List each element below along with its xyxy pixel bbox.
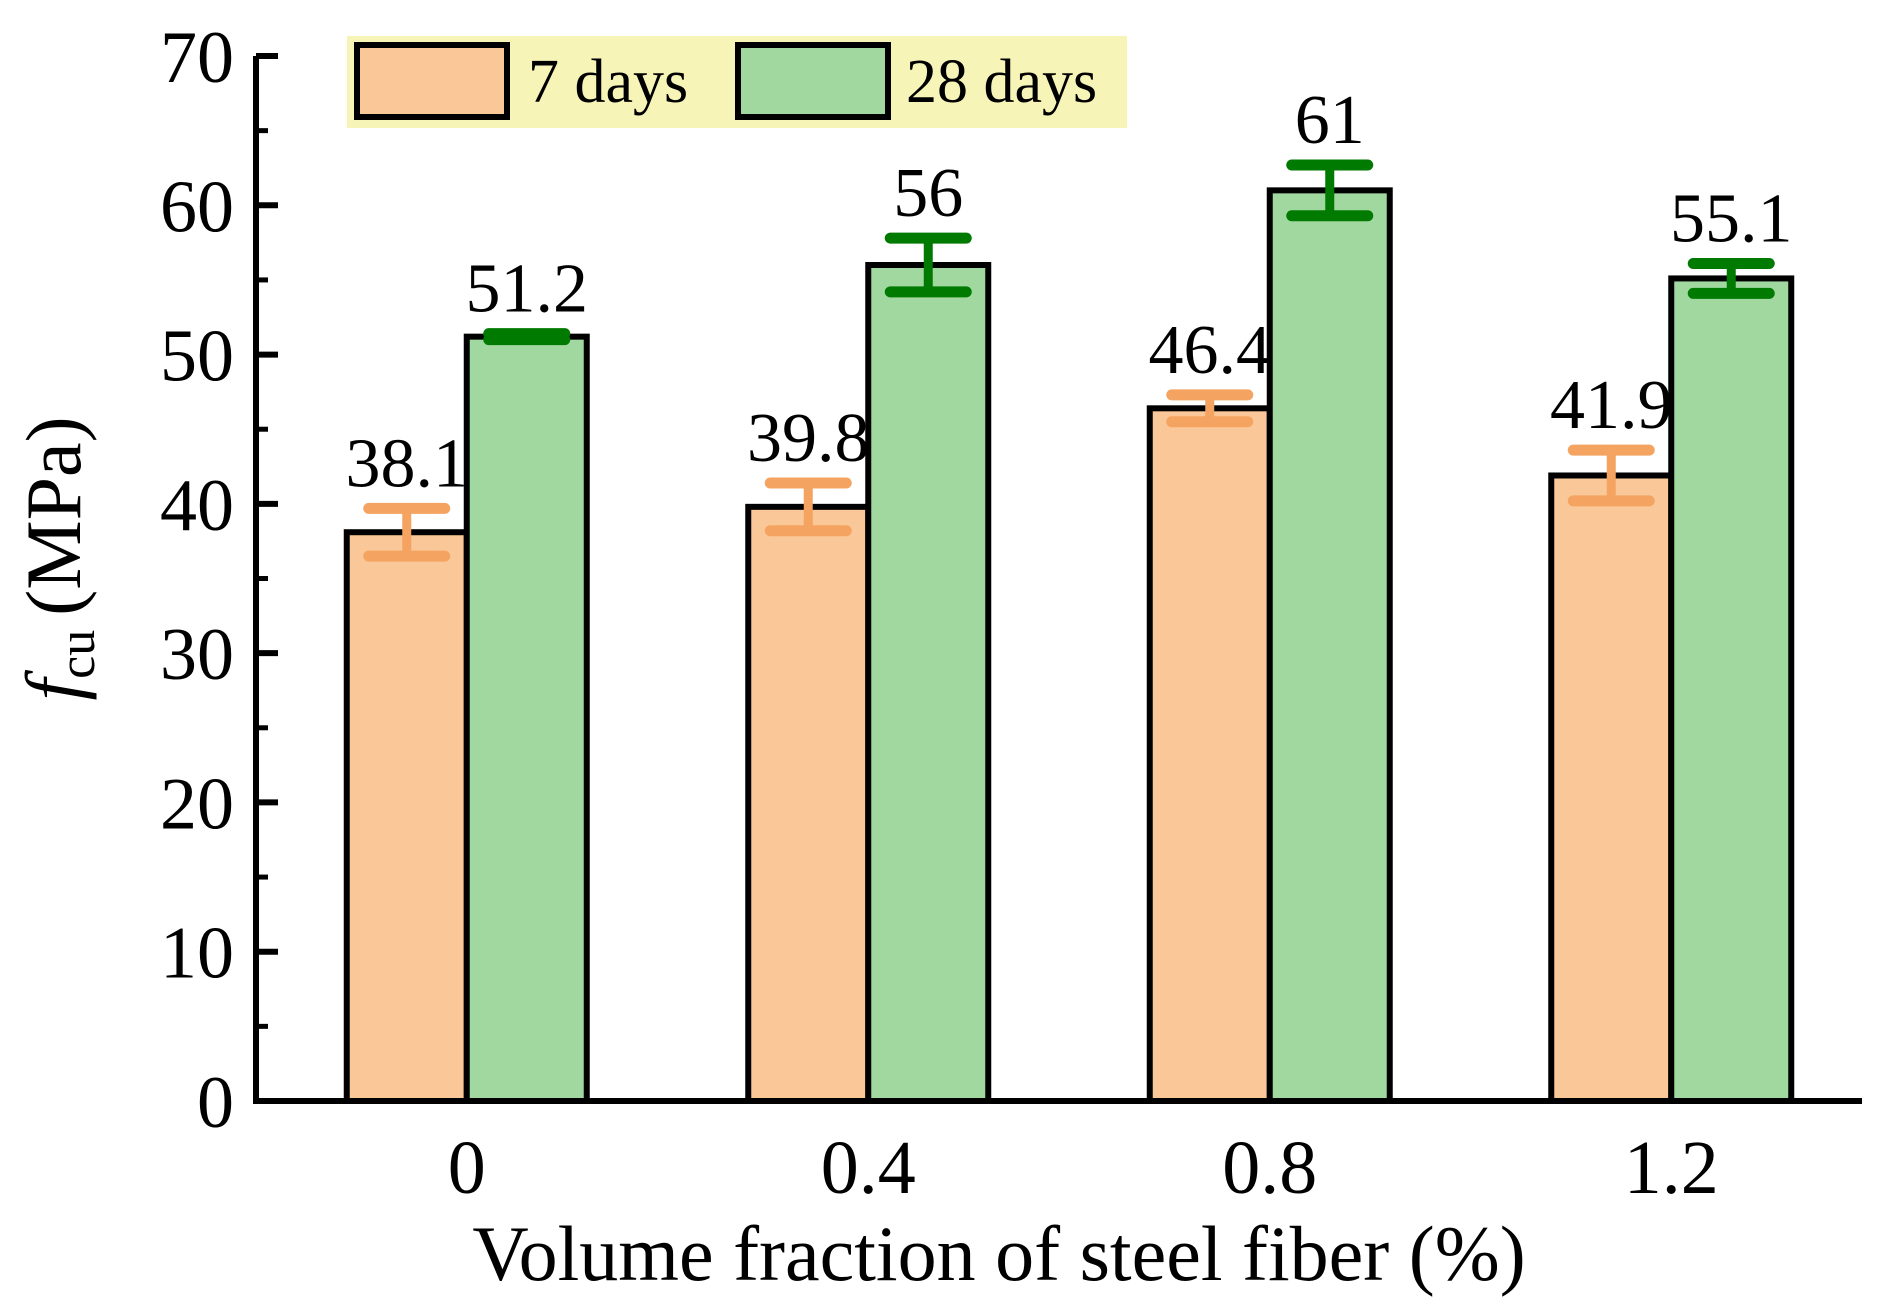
y-tick-label: 30 <box>160 614 234 696</box>
error-bar <box>884 232 972 298</box>
x-tick-label: 0.8 <box>1222 1126 1317 1210</box>
y-ticks-layer: 0 10 20 30 40 50 60 70 <box>160 17 278 1144</box>
y-tick-label: 20 <box>160 763 234 845</box>
value-label: 46.4 <box>1149 312 1272 389</box>
error-bars-layer <box>363 159 1775 562</box>
x-tick-label: 0.4 <box>821 1126 916 1210</box>
value-label: 61 <box>1295 82 1365 159</box>
bar-28-days-0 <box>463 333 590 1104</box>
value-label: 41.9 <box>1550 367 1673 444</box>
error-bar <box>1687 258 1775 299</box>
value-label: 55.1 <box>1670 181 1793 258</box>
legend-label-7-days: 7 days <box>528 48 688 116</box>
legend-swatch-7-days <box>354 42 510 120</box>
error-bar <box>1567 444 1655 507</box>
bar-28-days-0.8 <box>1266 187 1393 1105</box>
bar-7-days-0.4 <box>745 503 872 1105</box>
x-tick-label: 1.2 <box>1624 1126 1719 1210</box>
bar-28-days-1.2 <box>1668 275 1795 1104</box>
bar-28-days-0.4 <box>865 262 992 1104</box>
y-axis-title: fcu(MPa) <box>10 416 106 700</box>
bar-7-days-0.8 <box>1146 405 1273 1105</box>
bar-7-days-1.2 <box>1548 472 1675 1104</box>
value-label: 38.1 <box>346 425 469 502</box>
error-bar <box>764 477 852 537</box>
error-bar <box>363 502 451 562</box>
error-bar <box>483 328 571 346</box>
error-bar <box>1166 389 1254 428</box>
y-axis-subscript: cu <box>49 630 106 679</box>
y-tick-label: 40 <box>160 465 234 547</box>
legend-swatch-28-days <box>735 42 891 120</box>
y-tick-label: 0 <box>197 1062 234 1144</box>
x-ticks-layer: 0 0.4 0.8 1.2 <box>448 1126 1719 1210</box>
y-tick-label: 70 <box>160 17 234 99</box>
y-tick-label: 10 <box>160 913 234 995</box>
value-label: 39.8 <box>747 400 870 477</box>
x-tick-label: 0 <box>448 1126 486 1210</box>
legend-label-28-days: 28 days <box>906 48 1097 116</box>
y-tick-label: 50 <box>160 316 234 398</box>
legend: 7 days 28 days <box>347 36 1127 128</box>
value-labels-layer: 38.1 51.2 39.8 56 46.4 61 41.9 55.1 <box>346 82 1793 502</box>
svg-text:fcu(MPa): fcu(MPa) <box>10 416 106 700</box>
x-axis-title: Volume fraction of steel fiber (%) <box>472 1210 1525 1297</box>
value-label: 56 <box>893 155 963 232</box>
y-axis-unit: (MPa) <box>10 416 97 615</box>
error-bar <box>1286 159 1374 222</box>
bar-7-days-0 <box>343 529 470 1104</box>
value-label: 51.2 <box>466 251 589 328</box>
y-tick-label: 60 <box>160 166 234 248</box>
